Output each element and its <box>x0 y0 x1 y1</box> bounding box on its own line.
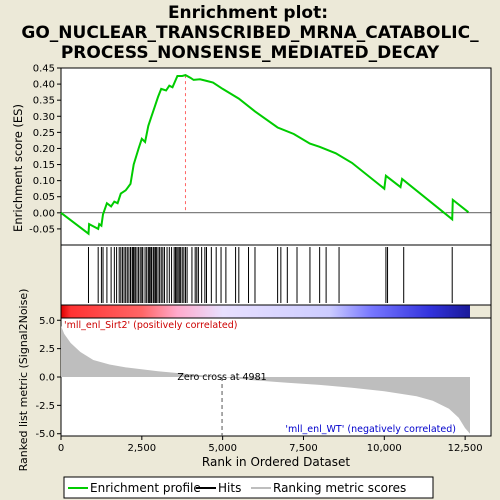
enrichment-profile-line <box>60 74 470 236</box>
plot-title-line3: PROCESS_NONSENSE_MEDIATED_DECAY <box>61 43 440 63</box>
es-panel <box>60 67 492 246</box>
ranking-y-tick-label: 0.0 <box>39 373 55 384</box>
legend-label: Enrichment profile <box>90 481 201 495</box>
x-tick-label: 5,000 <box>208 443 237 454</box>
zero-cross-label: Zero cross at 4981 <box>177 372 266 383</box>
negative-correlation-label: 'mll_enl_WT' (negatively correlated) <box>285 424 456 435</box>
plot-title-line2: GO_NUCLEAR_TRANSCRIBED_MRNA_CATABOLIC_ <box>21 23 479 43</box>
es-y-tick-label: 0.05 <box>33 192 55 203</box>
es-y-tick-label: 0.10 <box>33 176 55 187</box>
legend-label: Hits <box>218 481 241 495</box>
ranking-y-tick-label: 5.0 <box>39 316 55 327</box>
legend-label: Ranking metric scores <box>273 481 406 495</box>
colorbar-fill <box>61 305 470 318</box>
es-y-tick-label: 0.40 <box>33 80 55 91</box>
ranking-y-tick-label: 2.5 <box>39 344 55 355</box>
es-y-tick-label: 0.30 <box>33 112 55 123</box>
x-tick-label: 2,500 <box>128 443 157 454</box>
x-tick-label: 10,000 <box>367 443 402 454</box>
es-y-tick-label: 0.15 <box>33 160 55 171</box>
legend-box <box>63 476 434 499</box>
ranked-list-colorbar <box>60 304 492 319</box>
es-y-tick-label: 0.00 <box>33 208 55 219</box>
es-y-tick-label: 0.20 <box>33 144 55 155</box>
es-y-axis-label: Enrichment score (ES) <box>11 104 25 232</box>
es-y-tick-label: 0.25 <box>33 128 55 139</box>
x-tick-label: 12,500 <box>448 443 483 454</box>
es-y-tick-label: 0.45 <box>33 64 55 75</box>
ranking-y-tick-label: -5.0 <box>35 429 55 440</box>
plot-title-line1: Enrichment plot: <box>168 3 328 23</box>
es-y-tick-label: -0.05 <box>29 224 55 235</box>
positive-correlation-label: 'mll_enl_Sirt2' (positively correlated) <box>64 320 237 331</box>
ranking-metric-area <box>61 325 470 434</box>
es-y-tick-label: 0.35 <box>33 96 55 107</box>
x-tick-label: 0 <box>58 443 64 454</box>
ranking-y-tick-label: -2.5 <box>35 401 55 412</box>
ranking-y-axis-label: Ranked list metric (Signal2Noise) <box>17 289 30 472</box>
x-tick-label: 7,500 <box>289 443 318 454</box>
x-axis-label: Rank in Ordered Dataset <box>202 455 350 469</box>
